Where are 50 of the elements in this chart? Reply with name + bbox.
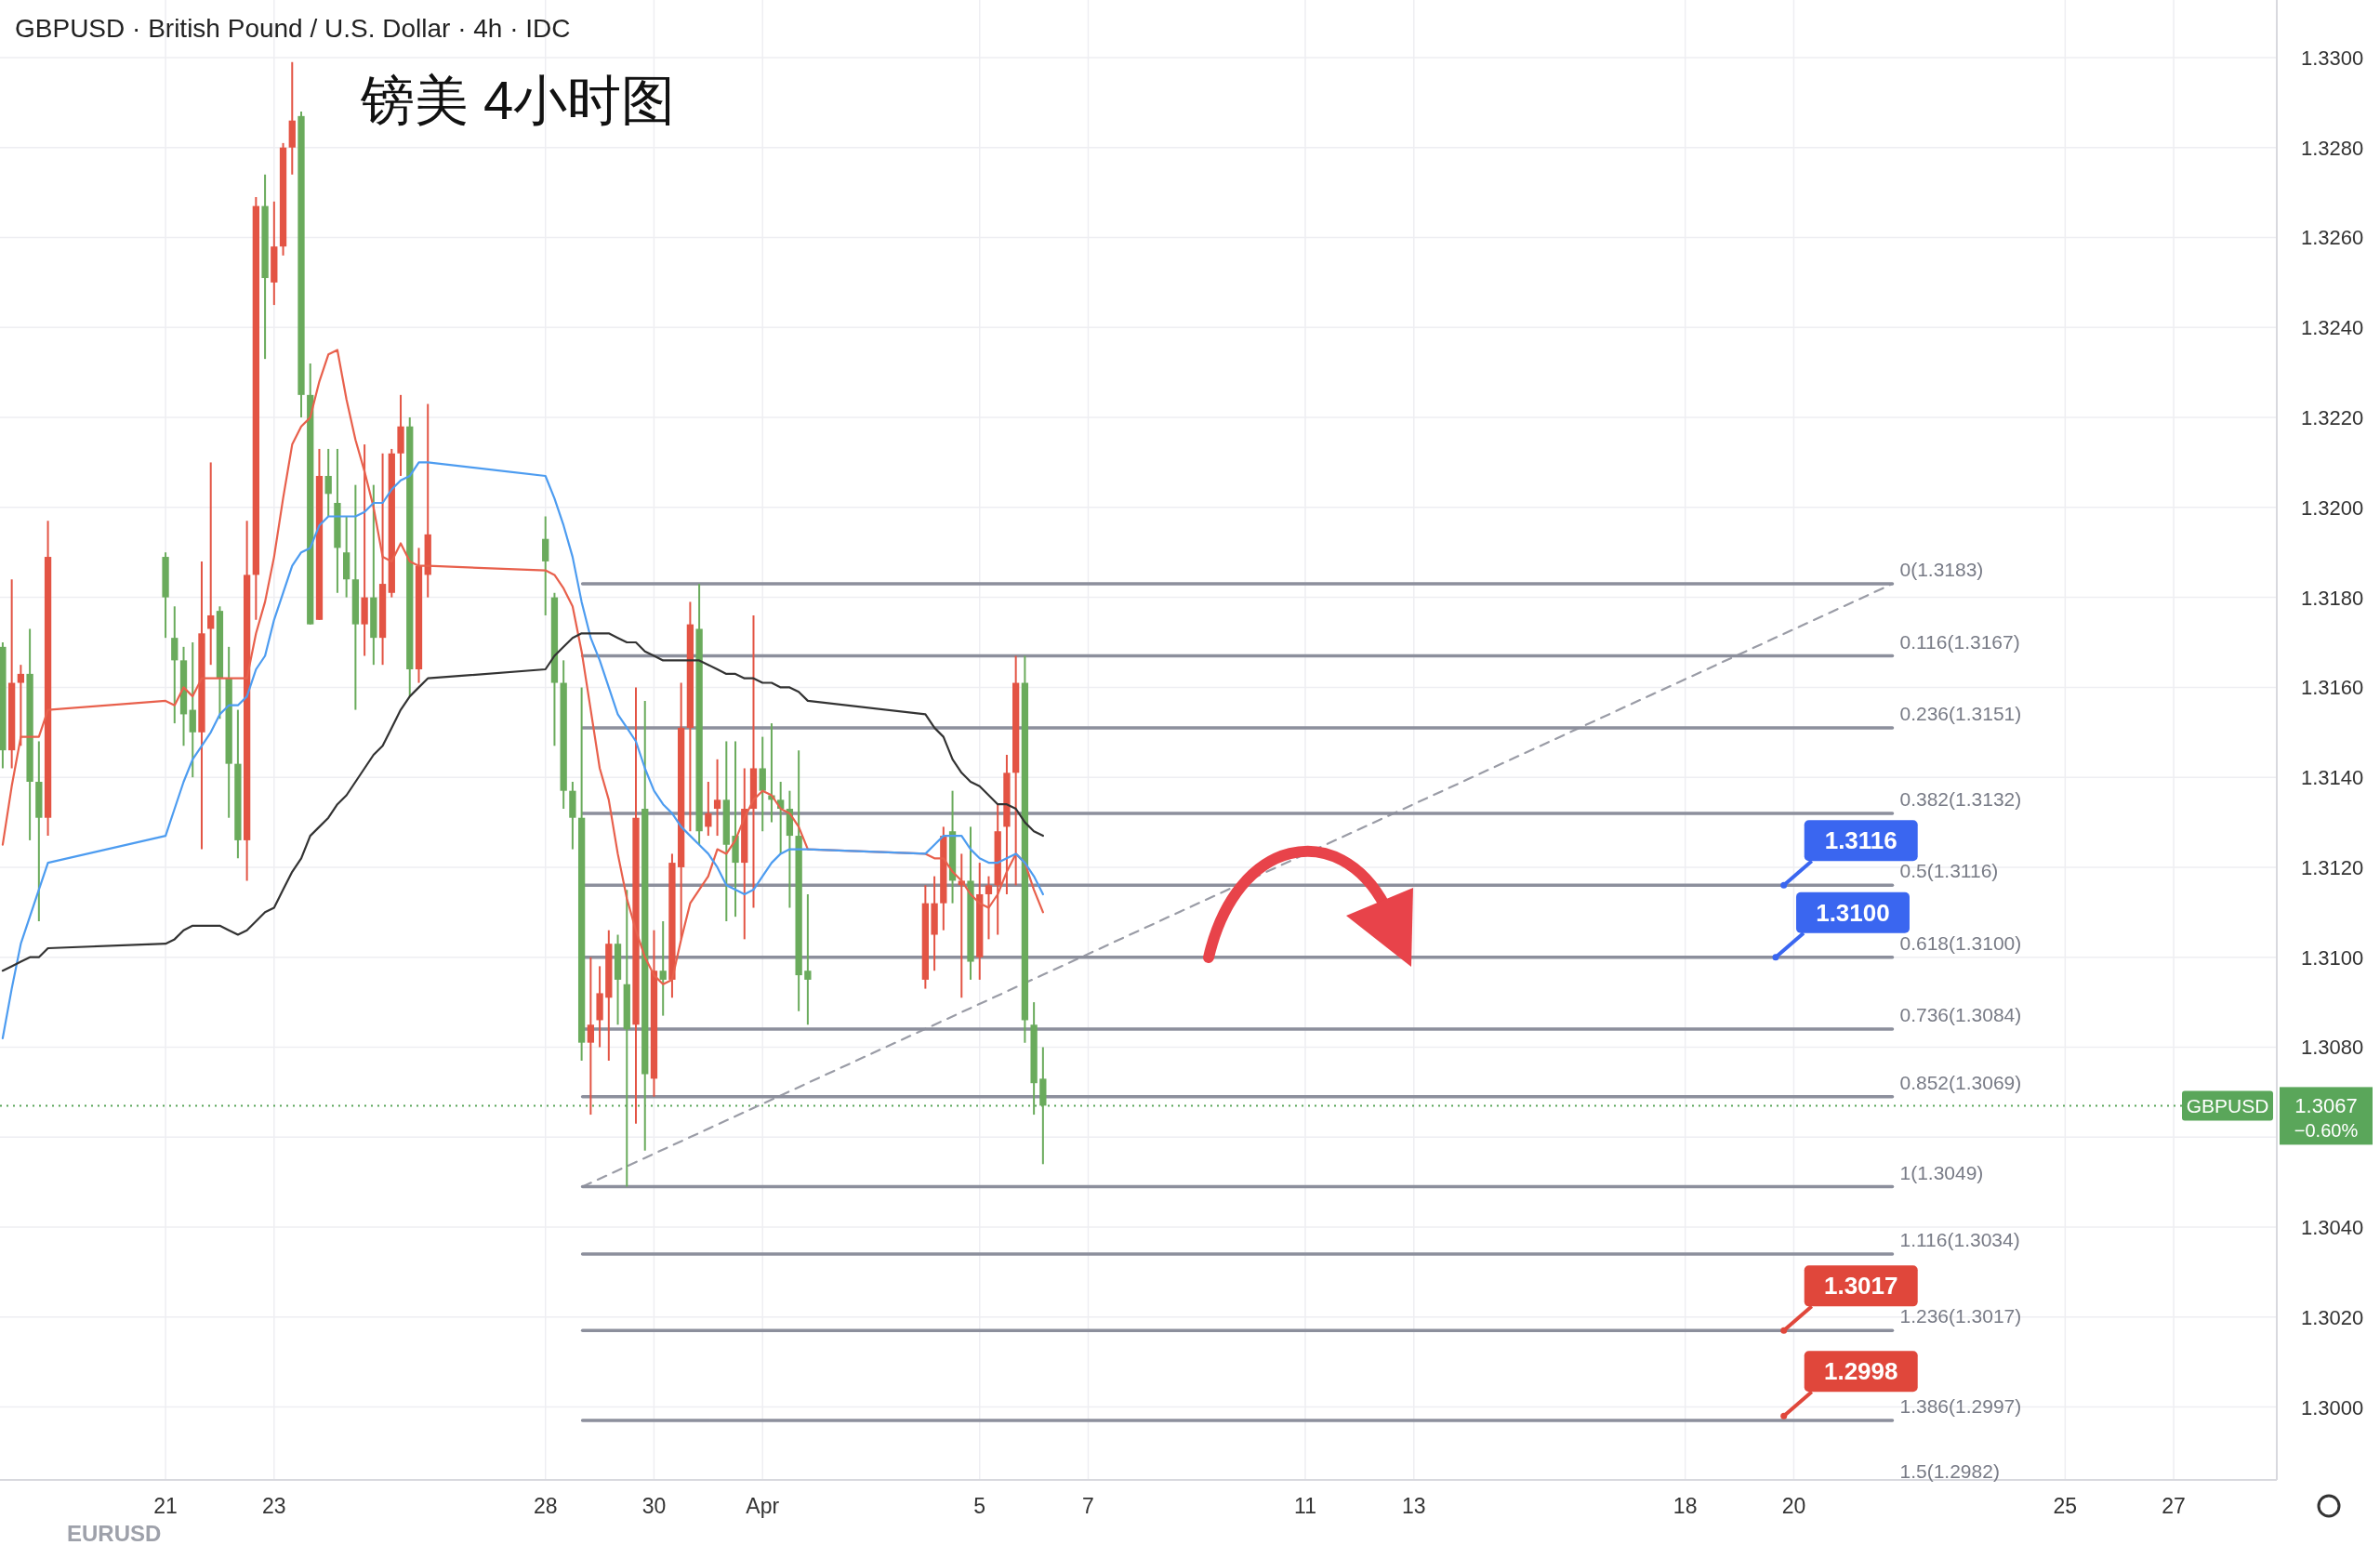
x-tick-label: 20 bbox=[1781, 1494, 1806, 1518]
text: GBPUSD · British Pound / U.S. Dollar · 4h · IDC bbox=[15, 14, 571, 43]
series-label: 0.236(1.3151) bbox=[1899, 702, 2022, 724]
y-tick-label: 1.3040 bbox=[2301, 1216, 2364, 1240]
last-price: 1.3067 −0.60% GBPUSD bbox=[2182, 1087, 2373, 1145]
y-tick-label: 1.3140 bbox=[2301, 766, 2364, 790]
y-tick-label: 1.3180 bbox=[2301, 586, 2364, 610]
annotation: 1.3017 bbox=[1823, 1272, 1898, 1301]
x-tick-label: 5 bbox=[973, 1494, 986, 1518]
series-label: 0(1.3183) bbox=[1899, 559, 1984, 581]
y-tick-label: 1.3160 bbox=[2301, 676, 2364, 700]
x-tick-label: 23 bbox=[262, 1494, 286, 1518]
y-tick-label: 1.3100 bbox=[2301, 945, 2364, 970]
series-label: 0.736(1.3084) bbox=[1899, 1004, 2022, 1026]
y-tick-label: 1.3280 bbox=[2301, 136, 2364, 160]
series-label: 1.116(1.3034) bbox=[1899, 1229, 2020, 1251]
y-tick-label: 1.3080 bbox=[2301, 1036, 2364, 1060]
y-tick-label: 1.3200 bbox=[2301, 495, 2364, 520]
ref-line-label: GBPUSD bbox=[2186, 1095, 2269, 1117]
x-tick-label: 21 bbox=[153, 1494, 178, 1518]
text: EURUSD bbox=[67, 1521, 162, 1545]
x-tick-label: 28 bbox=[533, 1494, 558, 1518]
annotation: 1.2998 bbox=[1823, 1357, 1898, 1386]
x-tick-label: 13 bbox=[1401, 1494, 1426, 1518]
x-tick-label: Apr bbox=[746, 1494, 780, 1518]
y-tick-label: 1.3120 bbox=[2301, 855, 2364, 879]
series-label: 0.5(1.3116) bbox=[1899, 860, 1999, 882]
y-tick-label: 1.3220 bbox=[2301, 406, 2364, 430]
series-label: 0.618(1.3100) bbox=[1899, 931, 2022, 954]
y-tick-label: 1.3000 bbox=[2301, 1395, 2364, 1420]
x-tick-label: 30 bbox=[641, 1494, 667, 1518]
series-label: 1.386(1.2997) bbox=[1899, 1395, 2022, 1418]
series-label: 1(1.3049) bbox=[1899, 1161, 1984, 1183]
series-label: 0.382(1.3132) bbox=[1899, 787, 2022, 810]
y-tick-label: 1.3300 bbox=[2301, 46, 2364, 70]
annotation: 1.3116 bbox=[1824, 826, 1897, 855]
x-tick-label: 25 bbox=[2053, 1494, 2078, 1518]
series-label: 0.852(1.3069) bbox=[1899, 1071, 2022, 1093]
x-tick-label: 27 bbox=[2162, 1494, 2186, 1518]
annotation: 1.5(1.2982) bbox=[1899, 1460, 2000, 1482]
series-label: 1.236(1.3017) bbox=[1899, 1305, 2022, 1327]
y-tick-label: 1.3240 bbox=[2301, 316, 2364, 340]
y-tick-label: 1.3260 bbox=[2301, 226, 2364, 250]
annotation: 1.3100 bbox=[1816, 898, 1890, 927]
x-tick-label: 18 bbox=[1673, 1494, 1698, 1518]
x-tick-label: 7 bbox=[1082, 1494, 1094, 1518]
x-tick-label: 11 bbox=[1294, 1494, 1316, 1518]
text: 镑美 4小时图 bbox=[360, 70, 676, 130]
y-tick-label: 1.3020 bbox=[2301, 1305, 2364, 1329]
series-label: 0.116(1.3167) bbox=[1899, 630, 2020, 653]
